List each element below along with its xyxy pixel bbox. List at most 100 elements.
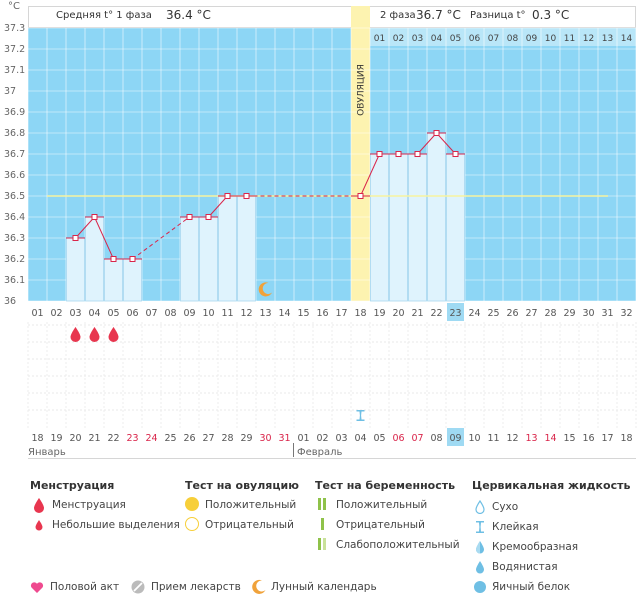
drop-icon — [34, 498, 44, 513]
cycle-day-label: 02 — [50, 308, 62, 319]
temperature-point — [91, 214, 98, 220]
temperature-line-dashed — [132, 216, 190, 260]
date-label: 23 — [126, 433, 138, 444]
y-tick-label: 37.2 — [4, 44, 25, 55]
date-label: 15 — [563, 433, 575, 444]
dpo-label: 05 — [450, 34, 461, 44]
date-label: 29 — [240, 433, 252, 444]
date-label: 09 — [449, 433, 461, 444]
dpo-label: 03 — [412, 34, 423, 44]
dpo-label: 07 — [488, 34, 499, 44]
legend-cervical-creamy: Кремообразная — [492, 541, 579, 553]
temperature-chart: 37.3 37.2 37.1 37 36.9 36.8 36.7 36.6 36.5 36.4 36… — [4, 6, 637, 446]
date-label: 26 — [183, 433, 195, 444]
temperature-bar — [218, 195, 237, 302]
month-divider — [293, 443, 294, 457]
cycle-day-label: 03 — [69, 308, 81, 319]
date-label: 20 — [69, 433, 81, 444]
temperature-bar — [180, 216, 199, 302]
y-tick-label: 36 — [4, 296, 16, 307]
dpo-label: 01 — [374, 34, 385, 44]
sticky-marker — [356, 410, 365, 421]
legend-pregnancy-weak: Слабоположительный — [336, 539, 460, 551]
temperature-point — [243, 193, 250, 199]
temperature-point — [224, 193, 231, 199]
menstruation-drop — [108, 327, 119, 342]
legend-cervical-watery: Водянистая — [492, 561, 558, 573]
phase2-label: 2 фаза — [380, 10, 416, 21]
date-label: 02 — [316, 433, 328, 444]
cycle-day-label: 17 — [335, 308, 347, 319]
current-day-highlight — [447, 303, 464, 321]
legend-ovulation-negative: Отрицательный — [205, 519, 294, 531]
temperature-bar — [408, 153, 427, 302]
date-label: 16 — [582, 433, 594, 444]
y-tick-label: 36.8 — [4, 128, 25, 139]
legend-menstruation-item: Менструация — [52, 499, 126, 511]
temperature-bar — [66, 237, 85, 302]
temperature-point — [452, 151, 459, 157]
dpo-label: 09 — [526, 34, 538, 44]
date-label: 05 — [373, 433, 385, 444]
temperature-line — [94, 216, 114, 260]
legend-cervical-sticky: Клейкая — [492, 521, 539, 533]
cycle-day-label: 32 — [620, 308, 632, 319]
dpo-label: 13 — [602, 34, 613, 44]
date-label: 08 — [430, 433, 442, 444]
temperature-point — [414, 151, 421, 157]
y-tick-label: 37.3 — [4, 23, 25, 34]
header-bar — [28, 6, 636, 28]
cycle-day-label: 14 — [278, 308, 290, 319]
cycle-day-label: 31 — [601, 308, 613, 319]
date-label: 13 — [525, 433, 537, 444]
dpo-label: 06 — [469, 34, 481, 44]
heart-icon — [30, 582, 44, 593]
temperature-bar — [104, 258, 123, 302]
pill-icon — [131, 580, 145, 594]
y-axis-unit: °C — [8, 1, 20, 12]
cycle-day-label: 27 — [525, 308, 537, 319]
dpo-label: 12 — [583, 34, 594, 44]
temperature-point — [376, 151, 383, 157]
cycle-day-label: 25 — [487, 308, 499, 319]
legend-ovulation-positive: Положительный — [205, 499, 297, 511]
cycle-day-label: 20 — [392, 308, 404, 319]
temperature-point — [395, 151, 402, 157]
temperature-point — [186, 214, 193, 220]
dpo-label: 02 — [393, 34, 404, 44]
date-label: 14 — [544, 433, 556, 444]
date-label: 10 — [468, 433, 480, 444]
y-tick-label: 36.1 — [4, 275, 25, 286]
temperature-point — [357, 193, 364, 199]
sticky-icon — [476, 521, 484, 533]
cycle-day-label: 22 — [430, 308, 442, 319]
pregnancy-negative-icon — [321, 518, 324, 530]
ovulation-column — [351, 6, 370, 301]
cycle-day-label: 16 — [316, 308, 328, 319]
phase1-label: Средняя t° 1 фаза — [56, 10, 152, 21]
month-second: Февраль — [297, 447, 343, 458]
dpo-label: 04 — [431, 34, 443, 44]
legend-spotting-item: Небольшие выделения — [52, 519, 180, 531]
date-label: 22 — [107, 433, 119, 444]
cycle-day-label: 23 — [449, 308, 461, 319]
moon-marker — [258, 282, 272, 297]
cycle-day-label: 18 — [354, 308, 366, 319]
ovulation-label: ОВУЛЯЦИЯ — [357, 64, 367, 116]
cycle-day-label: 12 — [240, 308, 252, 319]
cycle-day-label: 26 — [506, 308, 518, 319]
legend-pregnancy-negative: Отрицательный — [336, 519, 425, 531]
date-label: 04 — [354, 433, 366, 444]
moon-icon — [252, 579, 266, 594]
date-label: 06 — [392, 433, 404, 444]
cycle-day-label: 07 — [145, 308, 157, 319]
date-label: 24 — [145, 433, 157, 444]
diff-value: 0.3 °C — [532, 8, 570, 22]
temperature-bar — [389, 153, 408, 302]
dpo-label: 08 — [507, 34, 519, 44]
date-label: 17 — [601, 433, 613, 444]
temperature-bar — [370, 153, 389, 302]
menstruation-drop — [89, 327, 100, 342]
date-label: 01 — [297, 433, 309, 444]
